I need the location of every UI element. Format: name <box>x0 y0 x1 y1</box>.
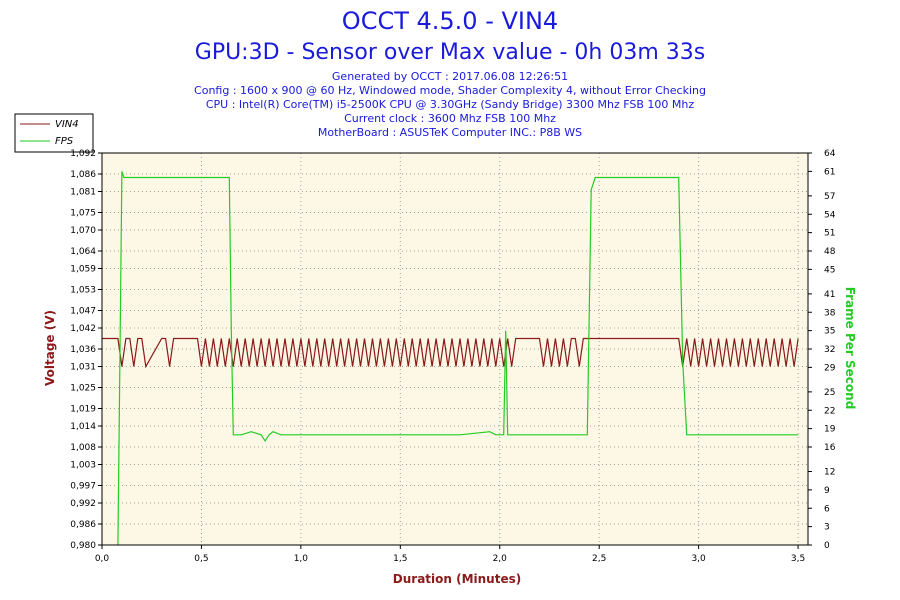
series-line-vin4 <box>102 337 799 369</box>
x-axis-label: Duration (Minutes) <box>393 572 521 586</box>
y-right-tick-label: 3 <box>824 523 830 533</box>
x-tick-label: 1,0 <box>294 554 309 564</box>
x-tick-label: 2,5 <box>592 554 606 564</box>
y-right-tick-label: 51 <box>824 229 835 239</box>
y-left-tick-label: 1,053 <box>70 286 96 296</box>
y-left-tick-label: 1,064 <box>70 247 96 257</box>
grid <box>102 153 808 545</box>
info-motherboard: MotherBoard : ASUSTeK Computer INC.: P8B… <box>318 126 582 139</box>
y-left-tick-label: 0,992 <box>70 499 96 509</box>
y-right-tick-label: 25 <box>824 388 835 398</box>
y-axis-left-label: Voltage (V) <box>43 310 57 386</box>
x-tick-label: 3,0 <box>691 554 706 564</box>
x-tick-label: 0,0 <box>95 554 110 564</box>
y-right-tick-label: 64 <box>824 149 836 159</box>
y-right-tick-label: 41 <box>824 290 835 300</box>
y-left-tick-label: 1,008 <box>70 443 96 453</box>
y-right-tick-label: 9 <box>824 486 830 496</box>
y-left-tick-label: 1,070 <box>70 226 96 236</box>
y-right-tick-label: 12 <box>824 468 835 478</box>
y-right-tick-label: 38 <box>824 308 836 318</box>
y-left-tick-label: 0,986 <box>70 520 96 530</box>
y-left-tick-label: 1,047 <box>70 307 96 317</box>
axis-ticks: 0,9800,9860,9920,9971,0031,0081,0141,019… <box>70 149 835 564</box>
y-left-tick-label: 1,092 <box>70 149 96 159</box>
y-axis-right-label: Frame Per Second <box>843 287 857 410</box>
y-right-tick-label: 22 <box>824 406 835 416</box>
y-left-tick-label: 1,075 <box>70 209 96 219</box>
y-right-tick-label: 29 <box>824 363 836 373</box>
legend: VIN4 FPS <box>14 113 94 153</box>
y-left-tick-label: 1,036 <box>70 345 96 355</box>
y-right-tick-label: 6 <box>824 504 830 514</box>
info-generated: Generated by OCCT : 2017.06.08 12:26:51 <box>332 70 568 83</box>
plot-frame <box>101 152 809 546</box>
y-right-tick-label: 45 <box>824 265 835 275</box>
x-tick-label: 3,5 <box>791 554 805 564</box>
series-layer <box>102 171 799 546</box>
y-right-tick-label: 16 <box>824 443 836 453</box>
y-left-tick-label: 1,014 <box>70 422 96 432</box>
y-left-tick-label: 0,980 <box>70 541 96 551</box>
y-right-tick-label: 54 <box>824 210 836 220</box>
y-right-tick-label: 57 <box>824 192 835 202</box>
y-right-tick-label: 61 <box>824 167 835 177</box>
y-right-tick-label: 35 <box>824 327 835 337</box>
x-tick-label: 2,0 <box>493 554 508 564</box>
y-left-tick-label: 1,025 <box>70 384 96 394</box>
x-tick-label: 0,5 <box>194 554 208 564</box>
info-config: Config : 1600 x 900 @ 60 Hz, Windowed mo… <box>194 84 706 97</box>
chart-subtitle: GPU:3D - Sensor over Max value - 0h 03m … <box>195 40 705 65</box>
y-right-tick-label: 32 <box>824 345 835 355</box>
legend-label-vin4: VIN4 <box>55 119 79 130</box>
info-clock: Current clock : 3600 Mhz FSB 100 Mhz <box>344 112 556 125</box>
y-left-tick-label: 1,081 <box>70 188 96 198</box>
y-left-tick-label: 1,003 <box>70 461 96 471</box>
y-left-tick-label: 1,059 <box>70 265 96 275</box>
y-right-tick-label: 19 <box>824 425 836 435</box>
series-line-fps <box>117 171 799 546</box>
y-left-tick-label: 1,019 <box>70 405 96 415</box>
y-left-tick-label: 1,042 <box>70 324 96 334</box>
legend-box <box>14 113 94 153</box>
info-cpu: CPU : Intel(R) Core(TM) i5-2500K CPU @ 3… <box>206 98 694 111</box>
y-left-tick-label: 1,031 <box>70 363 96 373</box>
y-right-tick-label: 48 <box>824 247 836 257</box>
legend-label-fps: FPS <box>55 136 74 147</box>
chart-title: OCCT 4.5.0 - VIN4 <box>342 7 558 35</box>
y-left-tick-label: 1,086 <box>70 170 96 180</box>
x-tick-label: 1,5 <box>393 554 407 564</box>
y-right-tick-label: 0 <box>824 541 830 551</box>
y-left-tick-label: 0,997 <box>70 482 96 492</box>
